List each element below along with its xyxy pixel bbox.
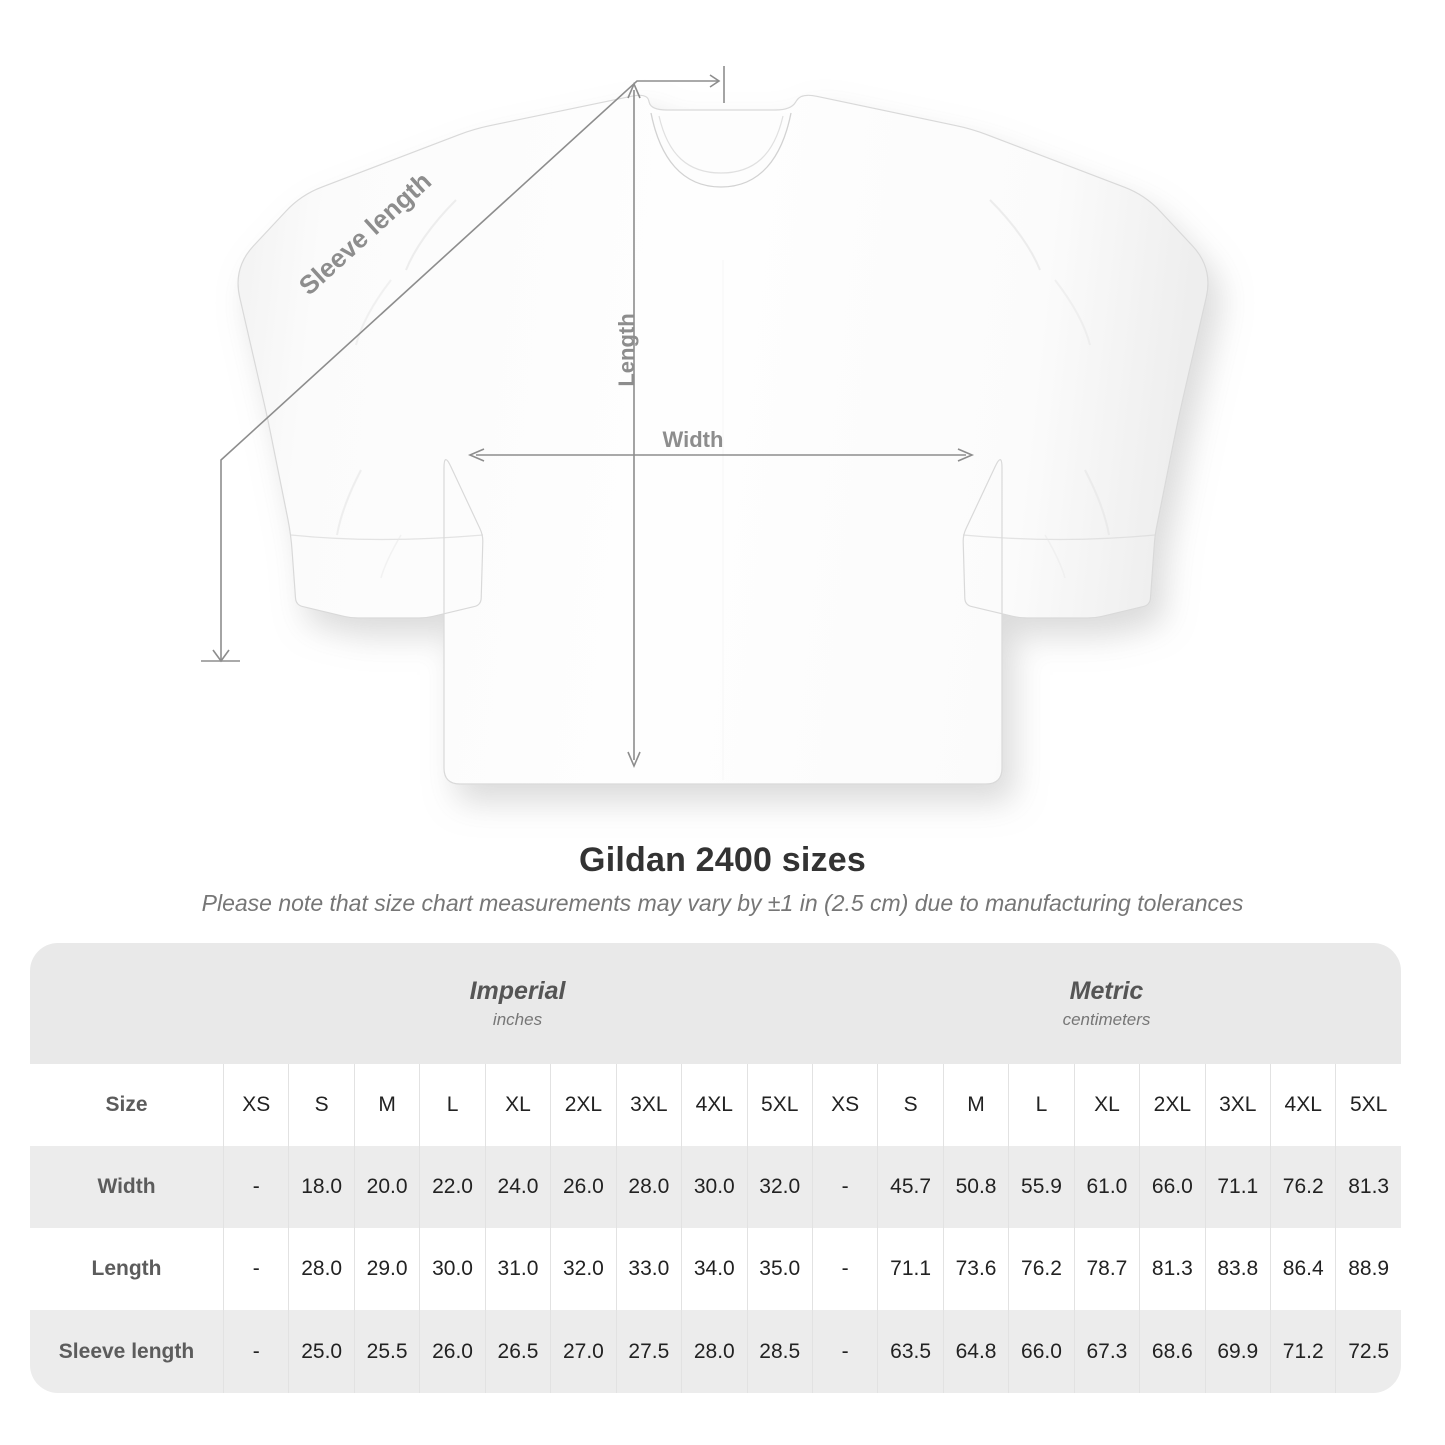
svg-text:Width: Width	[663, 427, 724, 452]
svg-text:Length: Length	[614, 313, 639, 386]
